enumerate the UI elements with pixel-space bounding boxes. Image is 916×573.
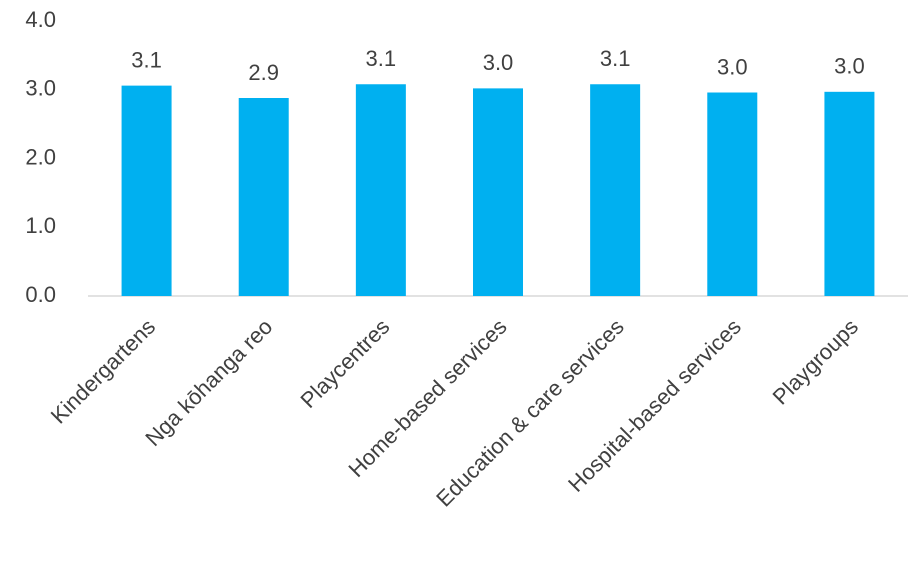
y-tick-label: 1.0 — [25, 213, 56, 238]
data-label: 3.1 — [366, 46, 397, 71]
bar — [707, 92, 758, 296]
data-label: 3.0 — [834, 54, 865, 79]
data-label: 2.9 — [248, 60, 279, 85]
x-tick-label: Kindergartens — [46, 314, 161, 429]
y-tick-label: 2.0 — [25, 144, 56, 169]
x-tick-label: Playcentres — [296, 314, 395, 413]
bar — [824, 91, 875, 296]
bar — [473, 88, 523, 296]
data-label: 3.0 — [483, 50, 514, 75]
bar — [355, 84, 406, 296]
y-tick-label: 3.0 — [25, 76, 56, 101]
x-tick-label: Playgroups — [768, 314, 864, 410]
data-label: 3.1 — [600, 46, 631, 71]
y-tick-label: 4.0 — [25, 7, 56, 32]
data-label: 3.1 — [131, 47, 162, 72]
x-tick-label: Nga kōhanga reo — [140, 314, 277, 451]
bar — [590, 84, 641, 296]
x-tick-label: Education & care services — [431, 314, 629, 512]
data-label: 3.0 — [717, 54, 748, 79]
y-tick-label: 0.0 — [25, 282, 56, 307]
bar — [238, 98, 289, 296]
bar — [121, 85, 172, 296]
